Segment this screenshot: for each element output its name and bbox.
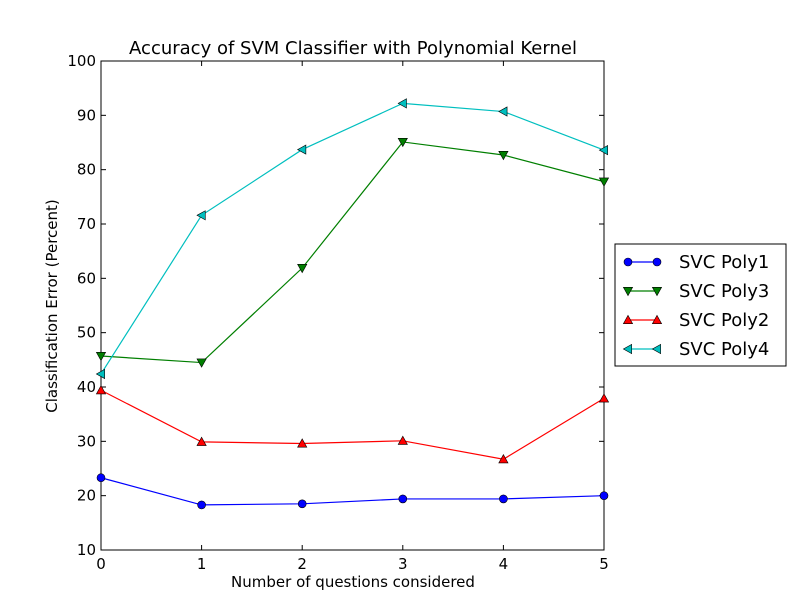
data-point-svc-poly4 (498, 106, 508, 117)
y-tick-label: 70 (77, 215, 96, 233)
legend-label-svc-poly4: SVC Poly4 (679, 339, 769, 360)
series-line-svc-poly3 (100, 141, 605, 364)
data-point-svc-poly2 (196, 436, 207, 446)
data-point-svc-poly3 (297, 264, 308, 274)
series-line-svc-poly1 (100, 477, 605, 506)
y-tick-label: 40 (77, 378, 96, 396)
data-point-svc-poly3 (498, 151, 509, 161)
x-tick-label: 4 (499, 555, 509, 573)
y-tick-label: 30 (77, 432, 96, 450)
data-point-svc-poly2 (297, 438, 308, 448)
data-point-svc-poly4 (296, 144, 307, 155)
series-line-svc-poly2 (100, 389, 605, 460)
legend-marker-svc-poly3 (622, 287, 634, 297)
x-tick-label: 3 (398, 555, 408, 573)
data-point-svc-poly2 (598, 393, 610, 403)
x-tick-label: 2 (297, 555, 307, 573)
legend-box (614, 243, 787, 367)
x-axis-label: Number of questions considered (231, 573, 475, 591)
y-tick-label: 90 (77, 106, 96, 124)
data-point-svc-poly2 (95, 385, 107, 395)
legend-marker-svc-poly1 (623, 257, 633, 267)
x-tick-label: 5 (599, 555, 609, 573)
y-tick-label: 100 (67, 52, 96, 70)
y-tick-label: 50 (77, 324, 96, 342)
data-point-svc-poly1 (96, 473, 106, 483)
data-point-svc-poly3 (95, 352, 107, 362)
legend-marker-svc-poly4 (651, 343, 661, 355)
x-tick-label: 0 (96, 555, 106, 573)
legend-label-svc-poly3: SVC Poly3 (679, 281, 769, 302)
y-tick-label: 60 (77, 269, 96, 287)
data-point-svc-poly4 (95, 368, 105, 380)
data-point-svc-poly4 (196, 210, 206, 221)
plot-frame (100, 60, 605, 551)
data-point-svc-poly3 (598, 177, 610, 187)
legend-label-svc-poly1: SVC Poly1 (679, 252, 769, 273)
y-tick-label: 80 (77, 161, 96, 179)
data-point-svc-poly1 (499, 494, 508, 504)
legend-marker-svc-poly2 (622, 314, 634, 324)
y-tick-label: 20 (77, 487, 96, 505)
data-point-svc-poly4 (598, 144, 608, 156)
x-tick-label: 1 (197, 555, 207, 573)
legend-marker-svc-poly2 (651, 314, 663, 324)
data-point-svc-poly2 (397, 435, 408, 445)
chart-title: Accuracy of SVM Classifier with Polynomi… (129, 38, 577, 59)
legend-marker-svc-poly1 (652, 257, 662, 267)
data-point-svc-poly3 (196, 358, 207, 368)
data-point-svc-poly1 (398, 494, 408, 504)
legend: SVC Poly1 SVC Poly3 SVC Poly2 SVC Poly4 (614, 243, 787, 367)
y-tick-label: 10 (77, 541, 96, 559)
plot-area: 0 1 2 3 4 5 10 20 30 40 50 60 70 80 90 100 (67, 52, 610, 573)
legend-marker-svc-poly3 (651, 287, 663, 297)
legend-label-svc-poly2: SVC Poly2 (679, 310, 769, 331)
data-point-svc-poly1 (297, 499, 307, 509)
legend-marker-svc-poly4 (622, 343, 632, 355)
data-point-svc-poly1 (197, 500, 206, 510)
data-point-svc-poly4 (397, 98, 407, 109)
data-point-svc-poly3 (397, 137, 408, 148)
y-axis-label: Classification Error (Percent) (43, 199, 61, 413)
series-line-svc-poly4 (100, 102, 605, 375)
data-point-svc-poly1 (599, 491, 609, 500)
data-point-svc-poly2 (498, 454, 509, 464)
